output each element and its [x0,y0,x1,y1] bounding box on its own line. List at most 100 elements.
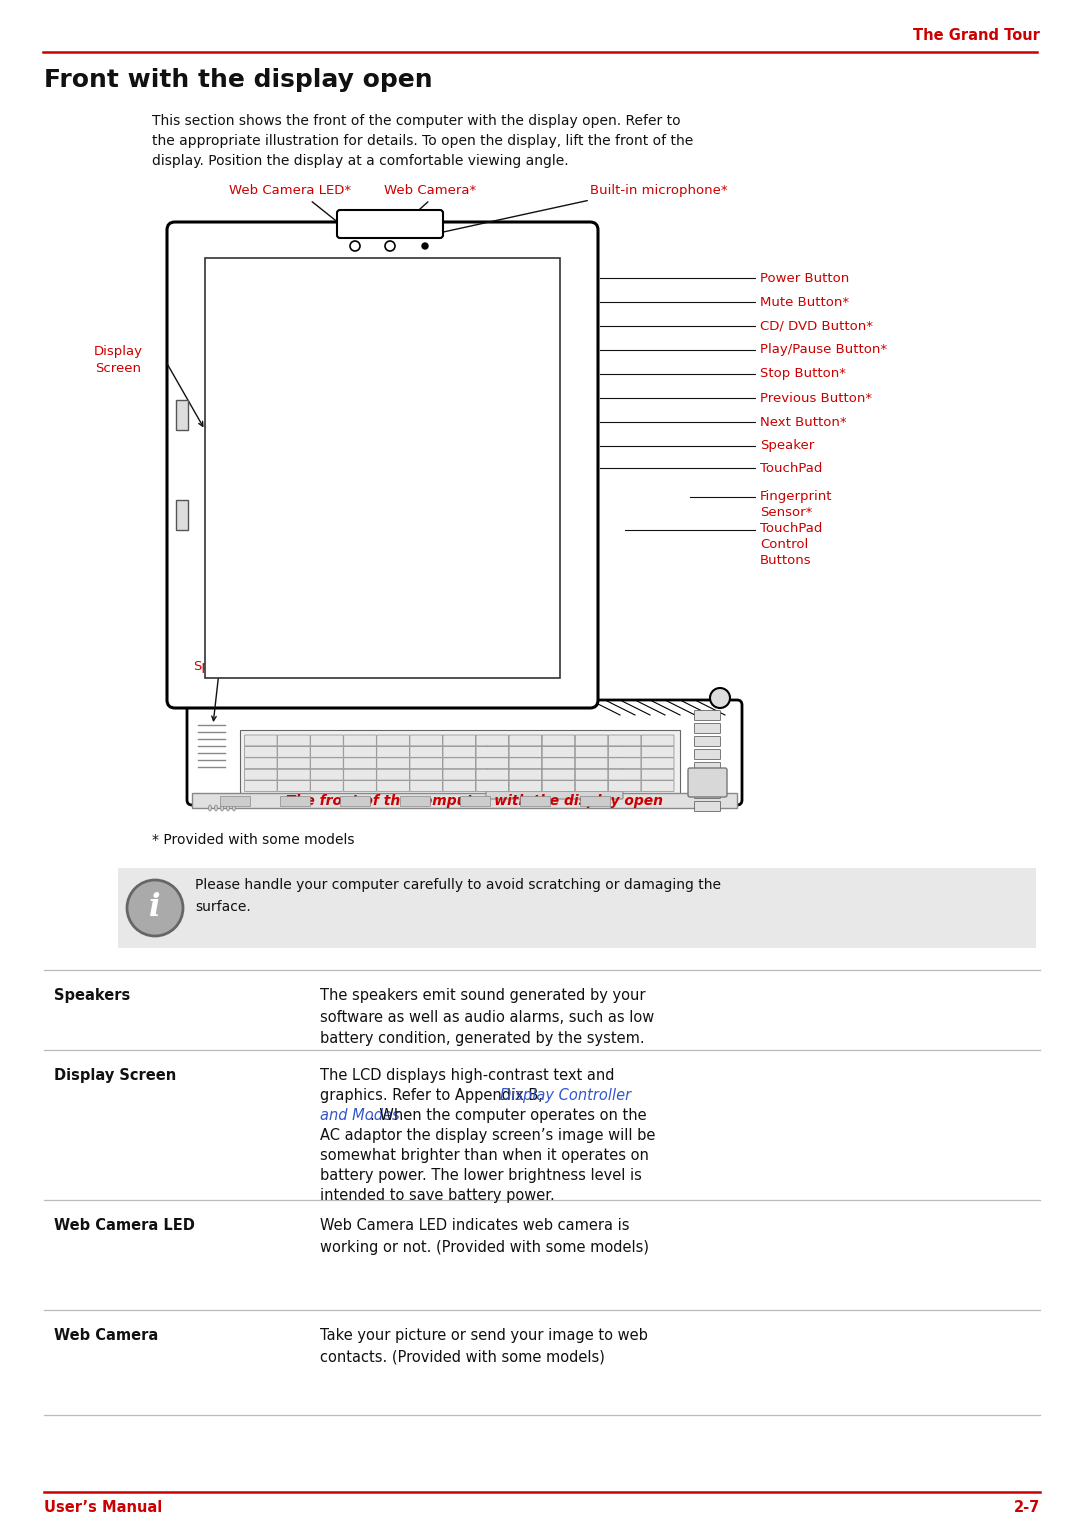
FancyBboxPatch shape [576,746,608,757]
FancyBboxPatch shape [311,781,343,792]
FancyBboxPatch shape [642,735,674,746]
FancyBboxPatch shape [542,746,575,757]
FancyBboxPatch shape [608,735,640,746]
FancyBboxPatch shape [377,746,409,757]
Text: Display Controller: Display Controller [500,1089,631,1102]
Bar [240,729,680,795]
Text: Web Camera*: Web Camera* [383,183,476,197]
Text: Built-in microphone*: Built-in microphone* [590,183,728,197]
FancyBboxPatch shape [443,746,475,757]
FancyBboxPatch shape [343,769,376,780]
FancyBboxPatch shape [576,769,608,780]
FancyBboxPatch shape [337,209,443,239]
FancyBboxPatch shape [608,746,640,757]
Text: CD/ DVD Button*: CD/ DVD Button* [760,320,873,332]
Bar [580,797,610,806]
Ellipse shape [232,804,235,810]
Text: battery power. The lower brightness level is: battery power. The lower brightness leve… [320,1168,642,1183]
FancyBboxPatch shape [476,746,509,757]
Text: Power Button: Power Button [760,272,849,284]
FancyBboxPatch shape [410,769,443,780]
Bar [205,258,561,677]
FancyBboxPatch shape [244,758,278,769]
FancyBboxPatch shape [343,746,376,757]
FancyBboxPatch shape [278,746,310,757]
FancyBboxPatch shape [542,769,575,780]
Text: Front with the display open: Front with the display open [44,67,433,92]
FancyBboxPatch shape [476,781,509,792]
Bar [460,797,490,806]
FancyBboxPatch shape [278,769,310,780]
Text: Web Camera LED indicates web camera is
working or not. (Provided with some model: Web Camera LED indicates web camera is w… [320,1219,649,1255]
Bar [340,797,370,806]
FancyBboxPatch shape [244,781,278,792]
Text: The Grand Tour: The Grand Tour [913,28,1040,43]
Text: Web Camera LED*: Web Camera LED* [229,183,351,197]
FancyBboxPatch shape [311,758,343,769]
Text: 2-7: 2-7 [1014,1500,1040,1515]
Text: Speakers: Speakers [54,988,131,1003]
Ellipse shape [422,243,428,249]
FancyBboxPatch shape [311,735,343,746]
FancyBboxPatch shape [410,758,443,769]
Text: TouchPad
Control
Buttons: TouchPad Control Buttons [760,521,822,567]
Text: Mute Button*: Mute Button* [760,295,849,309]
FancyBboxPatch shape [244,746,278,757]
FancyBboxPatch shape [476,769,509,780]
FancyBboxPatch shape [694,749,720,760]
FancyBboxPatch shape [244,735,278,746]
FancyBboxPatch shape [694,737,720,746]
FancyBboxPatch shape [377,781,409,792]
FancyBboxPatch shape [343,781,376,792]
FancyBboxPatch shape [410,746,443,757]
FancyBboxPatch shape [244,769,278,780]
Text: The LCD displays high-contrast text and: The LCD displays high-contrast text and [320,1067,615,1083]
FancyBboxPatch shape [642,758,674,769]
FancyBboxPatch shape [542,758,575,769]
FancyBboxPatch shape [509,758,542,769]
Text: Take your picture or send your image to web
contacts. (Provided with some models: Take your picture or send your image to … [320,1329,648,1364]
Text: Stop Button*: Stop Button* [760,367,846,381]
FancyBboxPatch shape [642,781,674,792]
Text: TouchPad: TouchPad [760,462,822,474]
FancyBboxPatch shape [476,735,509,746]
FancyBboxPatch shape [694,763,720,772]
FancyBboxPatch shape [608,781,640,792]
Text: Speaker: Speaker [193,661,247,673]
FancyBboxPatch shape [443,781,475,792]
FancyBboxPatch shape [509,735,542,746]
FancyBboxPatch shape [311,769,343,780]
Text: and Modes: and Modes [320,1109,400,1122]
Text: graphics. Refer to Appendix B,: graphics. Refer to Appendix B, [320,1089,548,1102]
FancyBboxPatch shape [608,769,640,780]
Ellipse shape [215,804,217,810]
Circle shape [710,688,730,708]
Text: * Provided with some models: * Provided with some models [152,833,354,847]
FancyBboxPatch shape [278,781,310,792]
Text: Please handle your computer carefully to avoid scratching or damaging the: Please handle your computer carefully to… [195,878,721,891]
Text: The front of the computer with the display open: The front of the computer with the displ… [286,794,663,807]
Text: i: i [149,893,161,924]
Text: . When the computer operates on the: . When the computer operates on the [369,1109,646,1122]
FancyBboxPatch shape [576,735,608,746]
FancyBboxPatch shape [187,700,742,804]
FancyBboxPatch shape [509,769,542,780]
FancyBboxPatch shape [542,735,575,746]
Text: Speaker: Speaker [760,439,814,453]
FancyBboxPatch shape [410,781,443,792]
Bar [176,500,188,531]
Ellipse shape [384,242,395,251]
Ellipse shape [350,242,360,251]
Bar [280,797,310,806]
FancyBboxPatch shape [694,801,720,812]
Text: Display Screen: Display Screen [54,1067,176,1083]
FancyBboxPatch shape [443,758,475,769]
FancyBboxPatch shape [694,711,720,720]
FancyBboxPatch shape [642,746,674,757]
FancyBboxPatch shape [694,723,720,734]
Text: The speakers emit sound generated by your
software as well as audio alarms, such: The speakers emit sound generated by you… [320,988,654,1046]
Text: Fingerprint
Sensor*: Fingerprint Sensor* [760,489,833,518]
FancyBboxPatch shape [576,781,608,792]
FancyBboxPatch shape [278,735,310,746]
FancyBboxPatch shape [343,758,376,769]
